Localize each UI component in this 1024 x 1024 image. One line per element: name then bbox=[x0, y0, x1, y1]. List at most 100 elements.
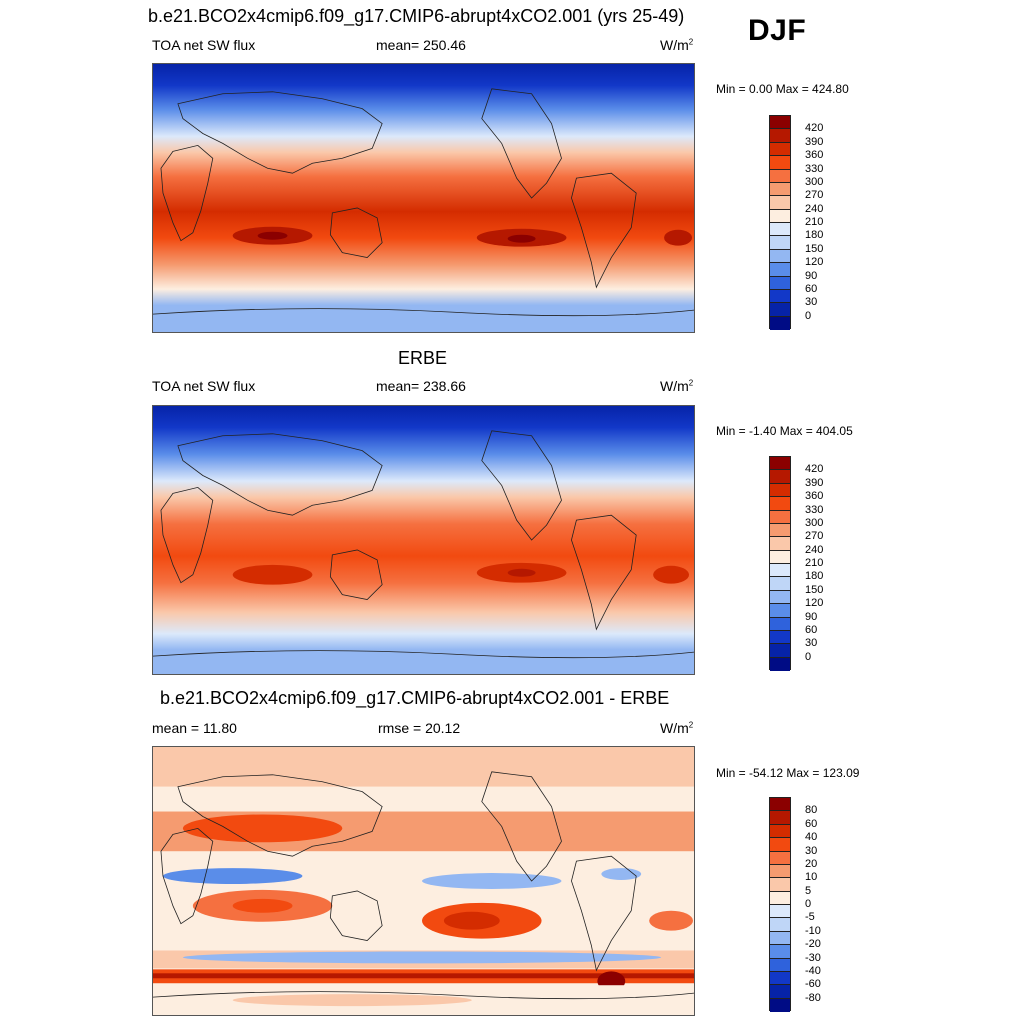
colorbar-label: 0 bbox=[805, 650, 812, 663]
colorbar-swatch bbox=[770, 945, 790, 959]
colorbar-label: 300 bbox=[805, 516, 824, 529]
colorbar-label: -10 bbox=[805, 924, 821, 937]
panel-2-mean-label: mean= 238.66 bbox=[376, 378, 466, 394]
colorbar-swatch bbox=[770, 156, 790, 170]
panel-3-mean-label: mean = 11.80 bbox=[152, 720, 237, 736]
colorbar-label: 390 bbox=[805, 476, 824, 489]
colorbar-swatch bbox=[770, 617, 790, 631]
colorbar-swatch bbox=[770, 537, 790, 551]
panel-2-map-field bbox=[153, 406, 694, 674]
colorbar-label: -30 bbox=[805, 951, 821, 964]
colorbar-swatch bbox=[770, 577, 790, 591]
colorbar-label: 180 bbox=[805, 229, 824, 242]
colorbar-swatch bbox=[770, 878, 790, 892]
colorbar-swatch bbox=[770, 905, 790, 919]
colorbar-swatch bbox=[770, 510, 790, 524]
colorbar-label: 120 bbox=[805, 597, 824, 610]
colorbar-swatch bbox=[770, 971, 790, 986]
colorbar-swatch bbox=[770, 116, 790, 130]
colorbar-label: 20 bbox=[805, 857, 818, 870]
colorbar-swatch bbox=[770, 457, 790, 471]
colorbar-swatch bbox=[770, 276, 790, 290]
colorbar-label: -80 bbox=[805, 991, 821, 1004]
panel-3-units: W/m2 bbox=[660, 720, 694, 736]
colorbar-swatch bbox=[770, 209, 790, 223]
colorbar-swatch bbox=[770, 657, 790, 671]
panel-1-colorbar bbox=[769, 115, 791, 330]
colorbar-label: 210 bbox=[805, 557, 824, 569]
colorbar-label: 60 bbox=[805, 282, 818, 295]
colorbar-swatch bbox=[770, 590, 790, 605]
colorbar-swatch bbox=[770, 798, 790, 812]
panel-1-map-field bbox=[153, 64, 694, 332]
colorbar-label: 390 bbox=[805, 135, 824, 148]
colorbar-swatch bbox=[770, 851, 790, 865]
colorbar-swatch bbox=[770, 129, 790, 143]
panel-1-units: W/m2 bbox=[660, 37, 694, 53]
colorbar-label: 150 bbox=[805, 583, 824, 596]
colorbar-swatch bbox=[770, 196, 790, 210]
colorbar-label: 330 bbox=[805, 503, 824, 516]
colorbar-swatch bbox=[770, 523, 790, 538]
colorbar-label: 180 bbox=[805, 570, 824, 583]
colorbar-swatch bbox=[770, 303, 790, 317]
colorbar-swatch bbox=[770, 811, 790, 825]
panel-2-minmax: Min = -1.40 Max = 404.05 bbox=[716, 424, 853, 438]
colorbar-label: 90 bbox=[805, 610, 818, 623]
colorbar-label: -5 bbox=[805, 911, 815, 924]
colorbar-swatch bbox=[770, 918, 790, 932]
colorbar-label: 5 bbox=[805, 884, 812, 897]
colorbar-swatch bbox=[770, 891, 790, 905]
colorbar-label: 40 bbox=[805, 831, 818, 844]
panel-2-units: W/m2 bbox=[660, 378, 694, 394]
panel-1-mean-label: mean= 250.46 bbox=[376, 37, 466, 53]
colorbar-label: -40 bbox=[805, 964, 821, 977]
colorbar-swatch bbox=[770, 470, 790, 484]
colorbar-label: 210 bbox=[805, 216, 824, 228]
colorbar-swatch bbox=[770, 169, 790, 183]
colorbar-swatch bbox=[770, 630, 790, 645]
colorbar-swatch bbox=[770, 497, 790, 511]
colorbar-swatch bbox=[770, 931, 790, 946]
colorbar-swatch bbox=[770, 644, 790, 658]
panel-1-map bbox=[152, 63, 695, 333]
colorbar-label: 80 bbox=[805, 804, 818, 817]
panel-2-colorbar bbox=[769, 456, 791, 671]
panel-2-title: ERBE bbox=[398, 348, 448, 368]
colorbar-swatch bbox=[770, 838, 790, 852]
colorbar-label: 10 bbox=[805, 871, 818, 884]
colorbar-label: 90 bbox=[805, 269, 818, 282]
colorbar-swatch bbox=[770, 958, 790, 972]
colorbar-label: 30 bbox=[805, 296, 818, 309]
colorbar-swatch bbox=[770, 289, 790, 304]
colorbar-label: 120 bbox=[805, 256, 824, 269]
panel-1-title: b.e21.BCO2x4cmip6.f09_g17.CMIP6-abrupt4x… bbox=[148, 6, 685, 26]
panel-3-rmse-label: rmse = 20.12 bbox=[378, 720, 461, 736]
colorbar-label: 60 bbox=[805, 817, 818, 830]
colorbar-label: 30 bbox=[805, 844, 818, 857]
colorbar-label: 420 bbox=[805, 463, 824, 476]
colorbar-swatch bbox=[770, 483, 790, 498]
colorbar-label: 360 bbox=[805, 490, 824, 503]
colorbar-swatch bbox=[770, 985, 790, 999]
colorbar-swatch bbox=[770, 316, 790, 330]
colorbar-label: 360 bbox=[805, 149, 824, 162]
colorbar-swatch bbox=[770, 263, 790, 277]
colorbar-swatch bbox=[770, 182, 790, 197]
colorbar-label: 0 bbox=[805, 309, 812, 322]
panel-2-map bbox=[152, 405, 695, 675]
colorbar-swatch bbox=[770, 604, 790, 618]
colorbar-swatch bbox=[770, 142, 790, 157]
panel-3-map bbox=[152, 746, 695, 1016]
colorbar-swatch bbox=[770, 564, 790, 578]
panel-1-variable-label: TOA net SW flux bbox=[152, 37, 256, 53]
colorbar-swatch bbox=[770, 249, 790, 264]
panel-3-colorbar bbox=[769, 797, 791, 1012]
colorbar-label: 330 bbox=[805, 162, 824, 175]
colorbar-label: 420 bbox=[805, 122, 824, 135]
colorbar-label: -60 bbox=[805, 978, 821, 991]
colorbar-label: 240 bbox=[805, 543, 824, 556]
colorbar-swatch bbox=[770, 864, 790, 879]
colorbar-label: 150 bbox=[805, 242, 824, 255]
colorbar-label: 270 bbox=[805, 530, 824, 543]
